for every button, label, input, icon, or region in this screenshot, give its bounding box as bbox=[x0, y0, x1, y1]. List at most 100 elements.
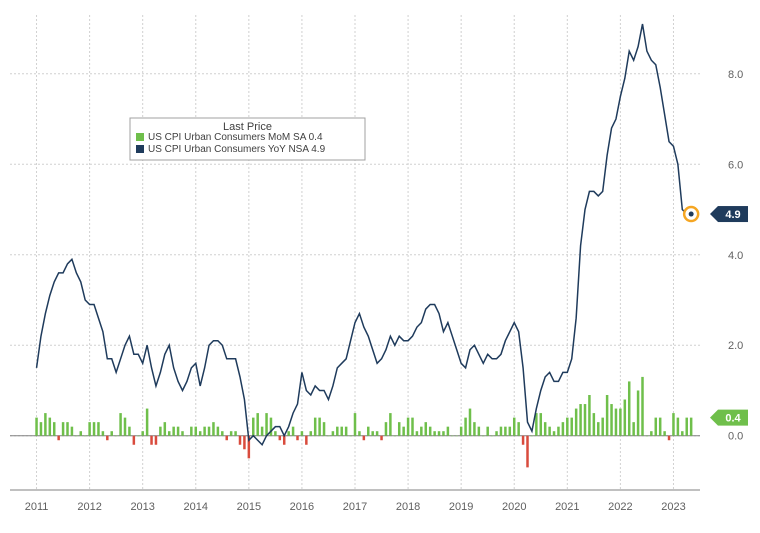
mom-bar bbox=[495, 431, 498, 436]
mom-bar bbox=[478, 427, 481, 436]
mom-bar bbox=[261, 427, 264, 436]
mom-bar bbox=[336, 427, 339, 436]
value-badge-label: 0.4 bbox=[725, 413, 741, 425]
mom-bar bbox=[685, 418, 688, 436]
mom-bar bbox=[150, 436, 153, 445]
mom-bar bbox=[252, 418, 255, 436]
mom-bar bbox=[234, 431, 237, 436]
mom-bar bbox=[133, 436, 136, 445]
mom-bar bbox=[137, 436, 140, 437]
mom-bar bbox=[570, 418, 573, 436]
mom-bar bbox=[663, 431, 666, 436]
mom-bar bbox=[632, 422, 635, 436]
mom-bar bbox=[690, 418, 693, 436]
mom-bar bbox=[181, 431, 184, 436]
mom-bar bbox=[292, 427, 295, 436]
mom-bar bbox=[650, 431, 653, 436]
mom-bar bbox=[540, 413, 543, 436]
mom-bar bbox=[225, 436, 228, 441]
mom-bar bbox=[340, 427, 343, 436]
mom-bar bbox=[62, 422, 64, 436]
mom-bar bbox=[44, 413, 47, 436]
mom-bar bbox=[420, 427, 423, 436]
mom-bar bbox=[425, 422, 428, 436]
mom-bar bbox=[597, 422, 600, 436]
mom-bar bbox=[203, 427, 206, 436]
mom-bar bbox=[57, 436, 60, 441]
mom-bar bbox=[124, 418, 127, 436]
mom-bar bbox=[473, 422, 476, 436]
mom-bar bbox=[619, 409, 622, 436]
mom-bar bbox=[354, 413, 357, 436]
legend-swatch bbox=[136, 145, 144, 153]
x-tick-label: 2016 bbox=[290, 501, 314, 513]
x-tick-label: 2023 bbox=[661, 501, 685, 513]
mom-bar bbox=[522, 436, 525, 445]
mom-bar bbox=[186, 436, 189, 437]
mom-bar bbox=[363, 436, 366, 441]
mom-bar bbox=[323, 422, 326, 436]
mom-bar bbox=[593, 413, 596, 436]
mom-bar bbox=[380, 436, 383, 441]
x-tick-label: 2015 bbox=[237, 501, 261, 513]
mom-bar bbox=[672, 413, 675, 436]
mom-bar bbox=[195, 427, 198, 436]
mom-bar bbox=[212, 422, 215, 436]
legend-item-label: US CPI Urban Consumers MoM SA 0.4 bbox=[148, 132, 323, 143]
mom-bar bbox=[438, 431, 441, 436]
mom-bar bbox=[71, 427, 74, 436]
mom-bar bbox=[402, 427, 405, 436]
mom-bar bbox=[301, 431, 304, 436]
mom-bar bbox=[358, 431, 361, 436]
mom-bar bbox=[327, 436, 330, 437]
x-tick-label: 2021 bbox=[555, 501, 579, 513]
mom-bar bbox=[177, 427, 180, 436]
mom-bar bbox=[243, 436, 246, 450]
mom-bar bbox=[199, 431, 202, 436]
mom-bar bbox=[455, 436, 458, 437]
y-tick-label: 4.0 bbox=[728, 250, 743, 262]
mom-bar bbox=[75, 436, 78, 437]
mom-bar bbox=[504, 427, 507, 436]
mom-bar bbox=[115, 436, 118, 437]
mom-bar bbox=[460, 427, 463, 436]
mom-bar bbox=[407, 418, 410, 436]
mom-bar bbox=[164, 422, 167, 436]
mom-bar bbox=[469, 409, 472, 436]
mom-bar bbox=[416, 431, 419, 436]
value-badge-label: 4.9 bbox=[725, 209, 740, 221]
mom-bar bbox=[394, 436, 397, 437]
mom-bar bbox=[464, 418, 467, 436]
mom-bar bbox=[389, 413, 392, 436]
mom-bar bbox=[190, 427, 193, 436]
mom-bar bbox=[500, 427, 503, 436]
x-tick-label: 2012 bbox=[77, 501, 101, 513]
mom-bar bbox=[615, 409, 618, 436]
mom-bar bbox=[168, 431, 171, 436]
mom-bar bbox=[548, 427, 551, 436]
legend-item-label: US CPI Urban Consumers YoY NSA 4.9 bbox=[148, 144, 326, 155]
mom-bar bbox=[349, 436, 352, 437]
mom-bar bbox=[128, 427, 131, 436]
mom-bar bbox=[279, 436, 282, 441]
mom-bar bbox=[40, 422, 43, 436]
mom-bar bbox=[265, 413, 268, 436]
mom-bar bbox=[610, 404, 613, 436]
mom-bar bbox=[544, 422, 547, 436]
mom-bar bbox=[517, 422, 520, 436]
mom-bar bbox=[217, 427, 220, 436]
mom-bar bbox=[628, 381, 631, 435]
x-tick-label: 2014 bbox=[184, 501, 208, 513]
mom-bar bbox=[451, 436, 454, 437]
mom-bar bbox=[659, 418, 662, 436]
cpi-chart: 0.02.04.06.08.02011201220132014201520162… bbox=[0, 0, 760, 533]
mom-bar bbox=[447, 427, 450, 436]
mom-bar bbox=[486, 427, 489, 436]
mom-bar bbox=[318, 418, 321, 436]
mom-bar bbox=[376, 431, 379, 436]
mom-bar bbox=[482, 436, 485, 437]
mom-bar bbox=[345, 427, 348, 436]
x-tick-label: 2018 bbox=[396, 501, 420, 513]
mom-bar bbox=[221, 431, 224, 436]
mom-bar bbox=[332, 431, 335, 436]
